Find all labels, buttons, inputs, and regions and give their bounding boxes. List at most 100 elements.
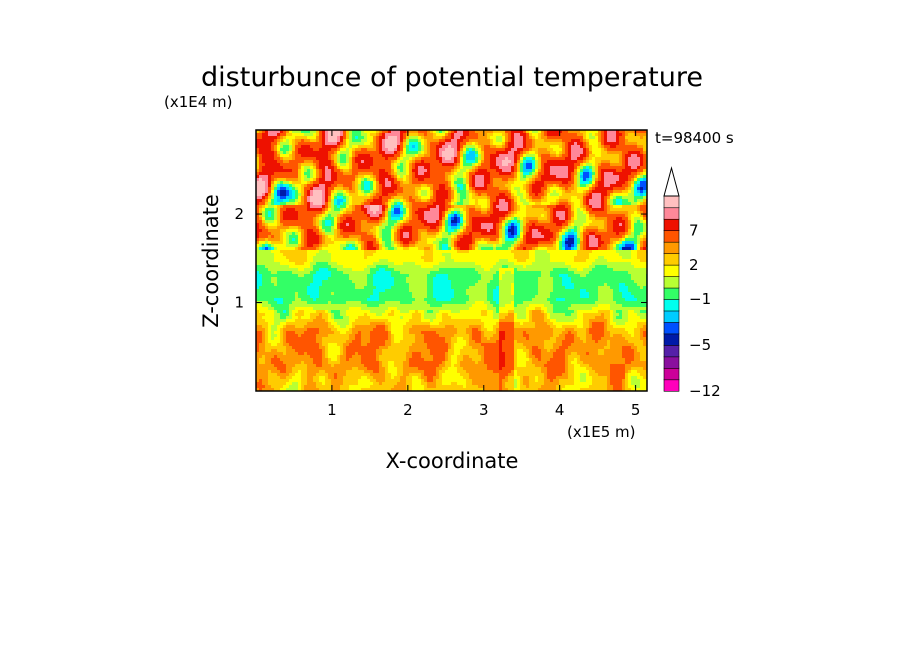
heatmap-cell [502, 139, 506, 143]
heatmap-cell [370, 232, 374, 236]
heatmap-cell [265, 187, 269, 191]
heatmap-cell [538, 166, 542, 170]
heatmap-cell [286, 196, 290, 200]
heatmap-cell [493, 232, 497, 236]
heatmap-cell [634, 163, 638, 167]
heatmap-cell [295, 139, 299, 143]
heatmap-cell [418, 238, 422, 242]
heatmap-cell [544, 232, 548, 236]
heatmap-cell [325, 130, 329, 134]
heatmap-cell [334, 142, 338, 146]
heatmap-cell [619, 145, 623, 149]
heatmap-cell [328, 181, 332, 185]
heatmap-cell [466, 151, 470, 155]
heatmap-cell [550, 238, 554, 242]
heatmap-cell [430, 151, 434, 155]
heatmap-cell [352, 217, 356, 221]
heatmap-cell [562, 181, 566, 185]
heatmap-cell [490, 172, 494, 176]
heatmap-cell [388, 181, 392, 185]
heatmap-cell [463, 214, 467, 218]
heatmap-cell [298, 241, 302, 245]
heatmap-cell [379, 235, 383, 239]
heatmap-cell [265, 145, 269, 149]
heatmap-cell [355, 238, 359, 242]
heatmap-cell [472, 172, 476, 176]
heatmap-cell [442, 178, 446, 182]
heatmap-cell [376, 172, 380, 176]
heatmap-cell [334, 202, 338, 206]
heatmap-cell [259, 172, 263, 176]
heatmap-cell [271, 220, 275, 224]
heatmap-cell [256, 223, 260, 227]
heatmap-cell [439, 217, 443, 221]
heatmap-cell [382, 241, 386, 245]
heatmap-cell [373, 211, 377, 215]
heatmap-cell [556, 223, 560, 227]
heatmap-cell [460, 241, 464, 245]
heatmap-cell [463, 184, 467, 188]
heatmap-cell [454, 142, 458, 146]
heatmap-cell [481, 160, 485, 164]
heatmap-cell [256, 214, 260, 218]
heatmap-cell [328, 166, 332, 170]
heatmap-cell [328, 235, 332, 239]
heatmap-cell [544, 223, 548, 227]
heatmap-cell [445, 145, 449, 149]
heatmap-cell [292, 193, 296, 197]
heatmap-cell [430, 145, 434, 149]
heatmap-cell [463, 226, 467, 230]
heatmap-cell [637, 223, 641, 227]
heatmap-cell [505, 154, 509, 158]
heatmap-cell [469, 190, 473, 194]
heatmap-cell [430, 205, 434, 209]
heatmap-cell [334, 148, 338, 152]
heatmap-cell [322, 190, 326, 194]
heatmap-cell [610, 166, 614, 170]
heatmap-cell [502, 151, 506, 155]
heatmap-cell [454, 166, 458, 170]
heatmap-cell [451, 217, 455, 221]
heatmap-cell [409, 172, 413, 176]
heatmap-cell [283, 232, 287, 236]
heatmap-cell [478, 214, 482, 218]
heatmap-cell [280, 163, 284, 167]
heatmap-cell [580, 148, 584, 152]
heatmap-cell [556, 211, 560, 215]
heatmap-cell [463, 160, 467, 164]
heatmap-cell [565, 205, 569, 209]
heatmap-cell [625, 232, 629, 236]
heatmap-cell [391, 178, 395, 182]
heatmap-cell [490, 196, 494, 200]
heatmap-cell [346, 184, 350, 188]
heatmap-cell [433, 232, 437, 236]
heatmap-cell [280, 142, 284, 146]
heatmap-cell [460, 199, 464, 203]
heatmap-cell [538, 181, 542, 185]
heatmap-cell [532, 148, 536, 152]
heatmap-cell [379, 229, 383, 233]
heatmap-cell [328, 136, 332, 140]
heatmap-cell [367, 151, 371, 155]
heatmap-cell [541, 163, 545, 167]
heatmap-cell [460, 208, 464, 212]
heatmap-cell [574, 130, 578, 134]
heatmap-cell [382, 214, 386, 218]
heatmap-cell [526, 202, 530, 206]
heatmap-cell [394, 199, 398, 203]
heatmap-cell [457, 163, 461, 167]
heatmap-cell [289, 148, 293, 152]
heatmap-cell [484, 193, 488, 197]
heatmap-cell [454, 208, 458, 212]
heatmap-cell [478, 232, 482, 236]
heatmap-cell [337, 184, 341, 188]
heatmap-cell [445, 184, 449, 188]
heatmap-cell [436, 226, 440, 230]
heatmap-cell [340, 136, 344, 140]
heatmap-cell [328, 241, 332, 245]
heatmap-cell [277, 178, 281, 182]
heatmap-cell [418, 232, 422, 236]
heatmap-cell [475, 190, 479, 194]
heatmap-cell [358, 199, 362, 203]
